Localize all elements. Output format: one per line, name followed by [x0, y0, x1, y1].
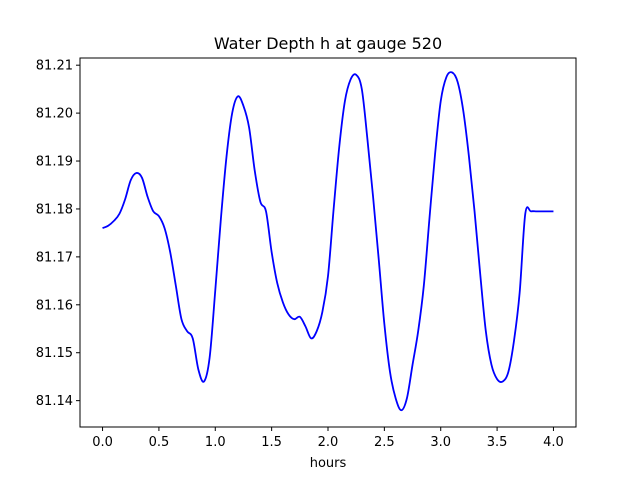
x-tick-label: 2.5 [374, 435, 395, 450]
y-tick-label: 81.14 [36, 394, 73, 409]
x-tick-label: 0.5 [149, 435, 170, 450]
x-tick-label: 1.5 [261, 435, 282, 450]
y-tick-label: 81.17 [36, 250, 73, 265]
y-tick-label: 81.16 [36, 298, 73, 313]
y-tick-label: 81.19 [36, 155, 73, 170]
x-axis-label: hours [310, 456, 347, 471]
x-axis: 0.0 0.5 1.0 1.5 2.0 2.5 3.0 3.5 4.0 [92, 427, 564, 450]
x-tick-label: 3.5 [487, 435, 508, 450]
x-tick-label: 1.0 [205, 435, 226, 450]
x-tick-label: 0.0 [92, 435, 113, 450]
x-tick-label: 4.0 [543, 435, 564, 450]
chart-title: Water Depth h at gauge 520 [214, 34, 442, 53]
x-tick-label: 2.0 [318, 435, 339, 450]
x-tick-label: 3.0 [430, 435, 451, 450]
y-tick-label: 81.18 [36, 202, 73, 217]
y-tick-label: 81.20 [36, 107, 73, 122]
y-tick-label: 81.15 [36, 346, 73, 361]
series-line-0 [102, 71, 554, 412]
y-tick-label: 81.21 [36, 59, 73, 74]
y-axis: 81.14 81.15 81.16 81.17 81.18 81.19 81.20 81.21 [36, 59, 80, 409]
